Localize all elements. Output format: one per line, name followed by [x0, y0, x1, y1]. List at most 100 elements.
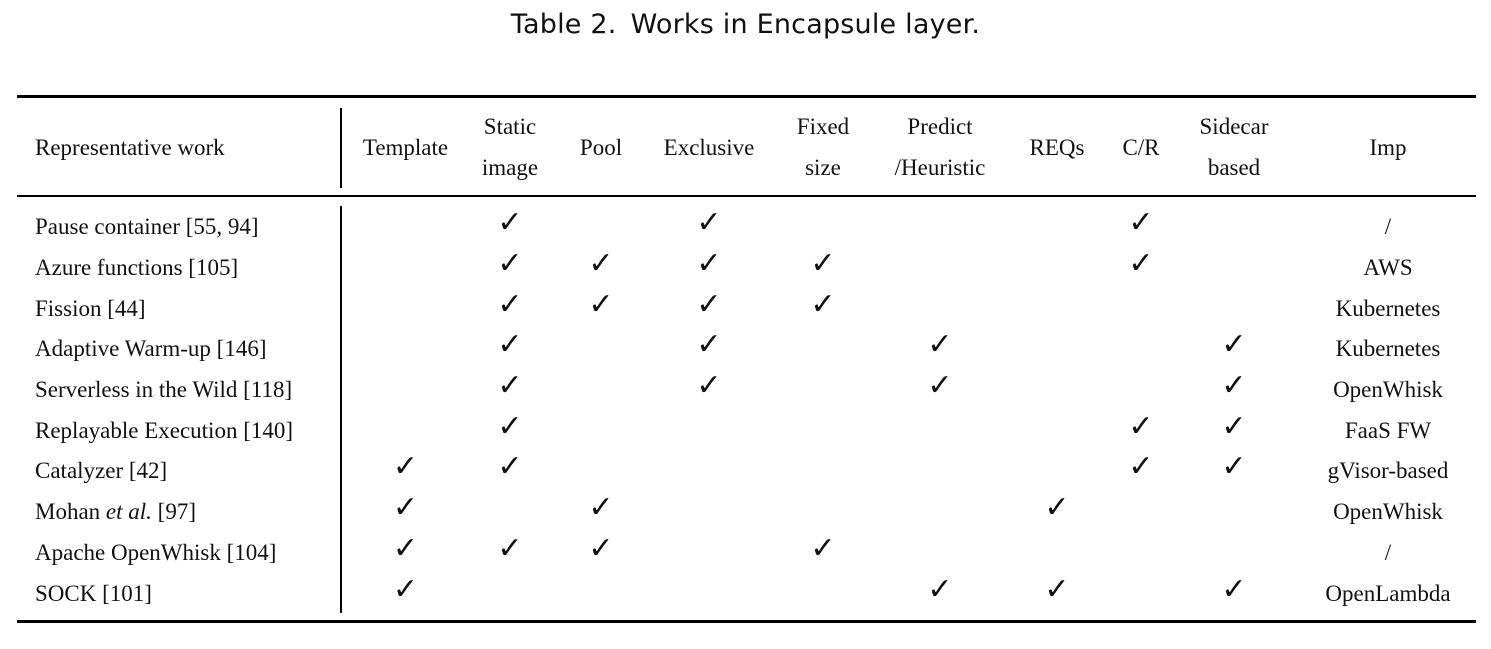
checkmark-icon: ✓: [1221, 449, 1247, 485]
work-name-italic: et al.: [105, 499, 152, 525]
check-cell-static-image: [471, 492, 549, 533]
check-cell-sidecar: ✓: [1167, 573, 1301, 614]
column-header-fixed-size: Fixed size: [765, 104, 881, 190]
check-cell-sidecar: [1167, 288, 1301, 329]
check-cell-fixed-size: [765, 410, 881, 451]
check-cell-exclusive: ✓: [653, 370, 765, 411]
work-cell: Apache OpenWhisk [104]: [17, 533, 340, 574]
table-row: Apache OpenWhisk [104] ✓ ✓ ✓ ✓ /: [17, 533, 1475, 574]
column-header-line: C/R: [1122, 134, 1160, 160]
check-cell-predict: [881, 451, 999, 492]
body-column-divider: [340, 206, 342, 613]
check-cell-cr: [1115, 533, 1167, 574]
work-name: Adaptive Warm-up [146]: [35, 336, 267, 362]
column-header-imp: Imp: [1301, 104, 1475, 190]
work-cell: Replayable Execution [140]: [17, 410, 340, 451]
check-cell-template: [340, 410, 471, 451]
check-cell-sidecar: [1167, 492, 1301, 533]
work-cell: Serverless in the Wild [118]: [17, 370, 340, 411]
check-cell-pool: ✓: [549, 288, 653, 329]
check-cell-template: ✓: [340, 492, 471, 533]
checkmark-icon: ✓: [497, 368, 523, 404]
work-name: Pause container [55, 94]: [35, 214, 259, 240]
check-cell-cr: [1115, 370, 1167, 411]
check-cell-static-image: ✓: [471, 329, 549, 370]
checkmark-icon: ✓: [497, 286, 523, 322]
top-rule: [17, 95, 1476, 98]
checkmark-icon: ✓: [392, 571, 419, 607]
column-header-sidecar: Sidecar based: [1167, 104, 1301, 190]
checkmark-icon: ✓: [1044, 490, 1070, 526]
checkmark-icon: ✓: [1128, 246, 1154, 282]
column-header-reqs: REQs: [999, 104, 1115, 190]
checkmark-icon: ✓: [1221, 327, 1247, 363]
column-header-static-image: Static image: [471, 104, 549, 190]
column-header-line: Predict: [907, 114, 973, 139]
checkmark-icon: ✓: [588, 530, 614, 566]
check-cell-fixed-size: ✓: [765, 288, 881, 329]
checkmark-icon: ✓: [810, 286, 836, 322]
check-cell-fixed-size: ✓: [765, 533, 881, 574]
work-name: Apache OpenWhisk [104]: [35, 539, 277, 565]
checkmark-icon: ✓: [497, 530, 523, 566]
check-cell-cr: ✓: [1115, 207, 1167, 248]
check-cell-reqs: [999, 288, 1115, 329]
checkmark-icon: ✓: [392, 449, 419, 485]
check-cell-static-image: ✓: [471, 207, 549, 248]
column-header-line: REQs: [1029, 134, 1085, 160]
checkmark-icon: ✓: [588, 490, 614, 526]
check-cell-static-image: ✓: [471, 533, 549, 574]
check-cell-template: ✓: [340, 573, 471, 614]
checkmark-icon: ✓: [497, 327, 523, 363]
check-cell-fixed-size: [765, 573, 881, 614]
bottom-rule: [17, 620, 1476, 623]
check-cell-pool: [549, 573, 653, 614]
work-name: Azure functions [105]: [35, 255, 239, 281]
check-cell-predict: ✓: [881, 370, 999, 411]
table-row: Azure functions [105] ✓ ✓ ✓ ✓ ✓ AWS: [17, 248, 1475, 289]
check-cell-reqs: [999, 207, 1115, 248]
check-cell-pool: ✓: [549, 248, 653, 289]
table-row: Serverless in the Wild [118] ✓ ✓ ✓ ✓ OpenWhis…: [17, 370, 1475, 411]
table-row: Fission [44] ✓ ✓ ✓ ✓ Kubernetes: [17, 288, 1475, 329]
check-cell-predict: [881, 207, 999, 248]
table-header: Representative work Template Static image Po…: [17, 104, 1475, 190]
work-cell: Fission [44]: [17, 288, 340, 329]
imp-cell: OpenWhisk: [1333, 377, 1443, 403]
check-cell-exclusive: ✓: [653, 329, 765, 370]
check-cell-pool: [549, 329, 653, 370]
imp-cell: AWS: [1363, 255, 1413, 281]
check-cell-template: [340, 370, 471, 411]
check-cell-reqs: [999, 329, 1115, 370]
check-cell-template: ✓: [340, 451, 471, 492]
check-cell-sidecar: ✓: [1167, 451, 1301, 492]
check-cell-fixed-size: [765, 492, 881, 533]
header-rule: [17, 195, 1476, 197]
check-cell-cr: ✓: [1115, 451, 1167, 492]
checkmark-icon: ✓: [810, 246, 836, 282]
column-header-line: Pool: [579, 134, 623, 160]
check-cell-reqs: [999, 370, 1115, 411]
check-cell-exclusive: [653, 492, 765, 533]
work-cell: Mohan et al. [97]: [17, 492, 340, 533]
check-cell-static-image: ✓: [471, 370, 549, 411]
work-cell: Pause container [55, 94]: [17, 207, 340, 248]
checkmark-icon: ✓: [927, 571, 953, 607]
check-cell-predict: [881, 248, 999, 289]
work-citation: [97]: [157, 499, 196, 525]
checkmark-icon: ✓: [392, 530, 419, 566]
imp-cell: OpenLambda: [1325, 580, 1451, 606]
work-name: Fission [44]: [35, 295, 146, 321]
imp-cell: /: [1384, 214, 1392, 240]
work-name: Mohan: [35, 499, 101, 525]
check-cell-exclusive: ✓: [653, 248, 765, 289]
work-cell: Adaptive Warm-up [146]: [17, 329, 340, 370]
checkmark-icon: ✓: [927, 327, 953, 363]
check-cell-static-image: ✓: [471, 248, 549, 289]
check-cell-static-image: ✓: [471, 410, 549, 451]
checkmark-icon: ✓: [810, 530, 836, 566]
caption-title: Works in Encapsule layer.: [630, 9, 981, 40]
check-cell-exclusive: [653, 533, 765, 574]
check-cell-sidecar: ✓: [1167, 410, 1301, 451]
work-cell: Azure functions [105]: [17, 248, 340, 289]
